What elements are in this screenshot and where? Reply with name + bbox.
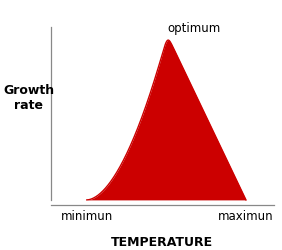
Text: minimun: minimun xyxy=(61,209,113,222)
Text: Growth
rate: Growth rate xyxy=(3,84,54,112)
Text: TEMPERATURE: TEMPERATURE xyxy=(111,234,213,248)
Text: maximun: maximun xyxy=(218,209,274,222)
Text: optimum: optimum xyxy=(167,22,220,34)
